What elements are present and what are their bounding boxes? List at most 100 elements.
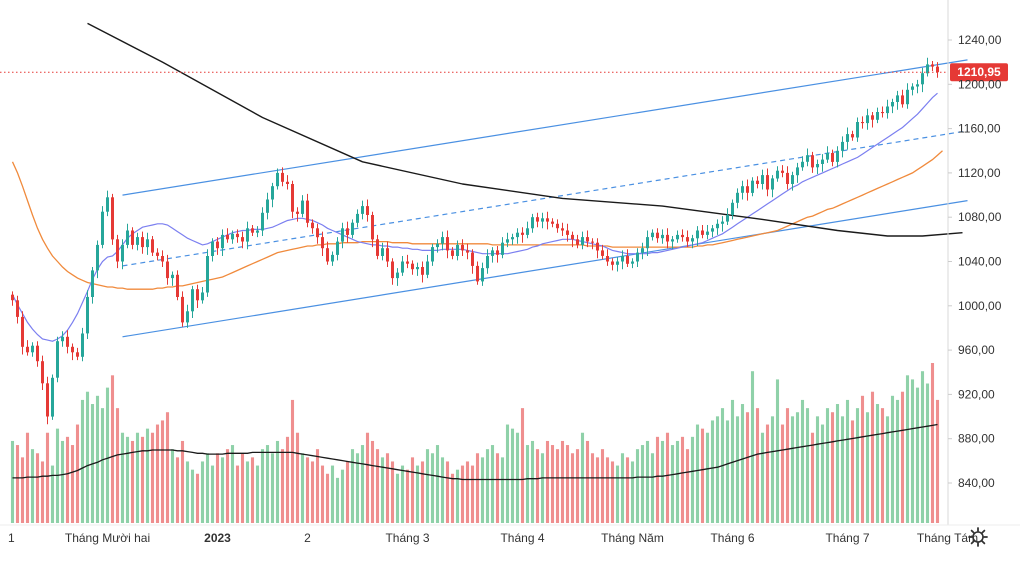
- candle[interactable]: [581, 231, 584, 250]
- candle[interactable]: [546, 211, 549, 230]
- candle[interactable]: [891, 98, 894, 114]
- candle[interactable]: [66, 330, 69, 354]
- candle[interactable]: [456, 240, 459, 261]
- candle[interactable]: [246, 221, 249, 250]
- candle[interactable]: [621, 250, 624, 270]
- candle[interactable]: [681, 229, 684, 242]
- candle[interactable]: [446, 230, 449, 259]
- candle[interactable]: [501, 237, 504, 259]
- candle[interactable]: [266, 192, 269, 220]
- candle[interactable]: [796, 162, 799, 183]
- candle[interactable]: [136, 232, 139, 251]
- candle[interactable]: [396, 268, 399, 286]
- candle[interactable]: [861, 116, 864, 129]
- candle[interactable]: [356, 209, 359, 228]
- settings-button[interactable]: [968, 527, 988, 547]
- candle[interactable]: [71, 343, 74, 361]
- candle[interactable]: [36, 341, 39, 367]
- candle[interactable]: [726, 208, 729, 225]
- candle[interactable]: [411, 260, 414, 275]
- candle[interactable]: [921, 67, 924, 93]
- candle[interactable]: [351, 219, 354, 239]
- candle[interactable]: [306, 193, 309, 228]
- candle[interactable]: [286, 175, 289, 190]
- candle[interactable]: [201, 287, 204, 304]
- candle[interactable]: [31, 342, 34, 357]
- candle[interactable]: [646, 230, 649, 257]
- candle[interactable]: [616, 257, 619, 272]
- candle[interactable]: [591, 238, 594, 250]
- candle[interactable]: [116, 234, 119, 269]
- candle[interactable]: [291, 180, 294, 219]
- candle[interactable]: [276, 168, 279, 190]
- candle[interactable]: [491, 247, 494, 263]
- candle[interactable]: [571, 231, 574, 248]
- candle[interactable]: [391, 258, 394, 285]
- candle[interactable]: [401, 256, 404, 276]
- candle[interactable]: [711, 225, 714, 238]
- candle[interactable]: [481, 262, 484, 286]
- candle[interactable]: [686, 230, 689, 248]
- candle[interactable]: [916, 79, 919, 94]
- candle[interactable]: [206, 249, 209, 297]
- candle[interactable]: [666, 228, 669, 249]
- candle[interactable]: [716, 219, 719, 235]
- candle[interactable]: [346, 221, 349, 243]
- candle[interactable]: [386, 241, 389, 267]
- candle[interactable]: [441, 231, 444, 251]
- candle[interactable]: [86, 290, 89, 339]
- candle[interactable]: [541, 212, 544, 229]
- candle[interactable]: [656, 228, 659, 243]
- candle[interactable]: [811, 151, 814, 173]
- candle[interactable]: [241, 231, 244, 249]
- candle[interactable]: [791, 171, 794, 191]
- candle[interactable]: [96, 240, 99, 279]
- channel-middle-line[interactable]: [122, 130, 968, 267]
- candle[interactable]: [806, 148, 809, 167]
- candle[interactable]: [496, 246, 499, 263]
- candle[interactable]: [586, 230, 589, 248]
- candle[interactable]: [831, 149, 834, 167]
- gear-icon[interactable]: [968, 527, 988, 547]
- candle[interactable]: [26, 340, 29, 356]
- candle[interactable]: [341, 222, 344, 249]
- candle[interactable]: [21, 311, 24, 355]
- candle[interactable]: [371, 211, 374, 248]
- candle[interactable]: [661, 229, 664, 244]
- candle[interactable]: [461, 239, 464, 256]
- candle[interactable]: [176, 270, 179, 301]
- candle[interactable]: [126, 223, 129, 249]
- candle[interactable]: [701, 225, 704, 239]
- candle[interactable]: [506, 232, 509, 248]
- candle[interactable]: [231, 230, 234, 244]
- candle[interactable]: [766, 168, 769, 197]
- candle[interactable]: [261, 207, 264, 236]
- candle[interactable]: [111, 193, 114, 245]
- candle[interactable]: [106, 190, 109, 217]
- candle[interactable]: [906, 83, 909, 109]
- candle[interactable]: [251, 225, 254, 236]
- candle[interactable]: [51, 374, 54, 420]
- candle[interactable]: [11, 291, 14, 306]
- candle[interactable]: [851, 130, 854, 141]
- candle[interactable]: [271, 182, 274, 208]
- candle[interactable]: [781, 165, 784, 178]
- candle[interactable]: [611, 258, 614, 271]
- candle[interactable]: [931, 61, 934, 71]
- candle[interactable]: [296, 207, 299, 222]
- candle[interactable]: [786, 166, 789, 190]
- candle[interactable]: [561, 222, 564, 236]
- candle[interactable]: [76, 347, 79, 361]
- candle[interactable]: [636, 248, 639, 267]
- candle[interactable]: [181, 291, 184, 327]
- candle[interactable]: [56, 336, 59, 383]
- candle[interactable]: [141, 231, 144, 254]
- candle[interactable]: [191, 285, 194, 318]
- candle[interactable]: [81, 327, 84, 362]
- candle[interactable]: [516, 228, 519, 244]
- candle[interactable]: [171, 271, 174, 286]
- candle[interactable]: [511, 233, 514, 245]
- candle[interactable]: [406, 254, 409, 269]
